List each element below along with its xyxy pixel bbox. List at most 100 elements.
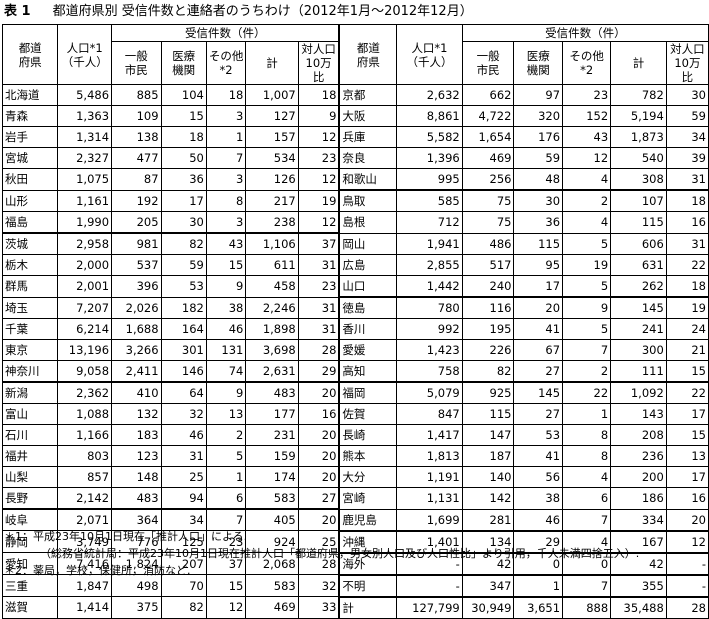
cell-value: 7,416 [57,552,113,575]
cell-value: 43 [205,232,247,255]
cell-value: 15 [205,254,247,276]
table-row: 宮城 2,327 477 50 7 534 23 奈良 1,396 469 59 12 540 39 [1,147,709,169]
cell-value: 104 [160,84,207,106]
cell-value: 5,582 [396,126,463,148]
cell-prefecture: 茨城 [1,232,59,255]
cell-value: 2,026 [111,296,162,319]
cell-value: 115 [461,403,515,425]
cell-value: 9 [205,381,247,404]
footnotes: ＊1：平成23年10月1日現在「推計人口」による. （総務省統計局：平成23年1… [4,528,639,579]
cell-prefecture: 栃木 [1,254,59,276]
cell-value: 200 [610,466,667,488]
cell-value: 41 [513,318,564,340]
header-other: その他 *2 [562,41,612,85]
cell-value: 925 [461,381,515,404]
cell-value: 1,363 [57,105,113,127]
header-pref: 都道 府県 [1,24,59,85]
cell-value: 192 [111,189,162,212]
cell-value: 127 [245,105,299,127]
cell-value: 50 [160,147,207,169]
cell-prefecture: 広島 [338,254,398,276]
cell-prefecture: 石川 [1,424,59,446]
cell-value: 4 [562,466,612,488]
cell-value: 35,488 [610,595,667,619]
cell-value: 187 [461,445,515,467]
cell-value: 15 [160,105,207,127]
cell-value: 240 [461,275,515,298]
cell-value: 2 [562,189,612,212]
table-row: 富山 1,088 132 32 13 177 16 佐賀 847 115 27 1 143 17 [1,403,709,425]
cell-value: 12 [205,596,247,619]
cell-value: 56 [513,466,564,488]
cell-value: 992 [396,318,463,340]
cell-value: 217 [245,189,299,212]
cell-value: 300 [610,339,667,361]
cell-value: 17 [665,466,709,488]
cell-value: 2,246 [245,296,299,319]
cell-value: 48 [513,168,564,191]
cell-value: 147 [461,424,515,446]
cell-value: 111 [610,360,667,383]
cell-value: 7 [562,339,612,361]
cell-value: 19 [562,254,612,276]
cell-value: 41 [513,445,564,467]
cell-value: 145 [513,381,564,404]
table-row: 茨城 2,958 981 82 43 1,106 37 岡山 1,941 486 115 5 606 31 [1,232,709,255]
cell-value: 152 [562,105,612,127]
cell-value: 540 [610,147,667,169]
table-row: 千葉 6,214 1,688 164 46 1,898 31 香川 992 195 41 5 241 24 [1,318,709,340]
cell-value: 1,191 [396,466,463,488]
cell-value: 537 [111,254,162,276]
cell-value: 20 [297,424,340,446]
cell-prefecture: 宮崎 [338,487,398,510]
cell-value: 159 [245,445,299,467]
cell-value: 238 [245,211,299,234]
cell-value: 1,442 [396,275,463,298]
cell-value: 64 [160,381,207,404]
cell-value: 32 [160,403,207,425]
cell-value: 30 [513,189,564,212]
cell-value: 1,088 [57,403,113,425]
cell-value: 164 [160,318,207,340]
cell-prefecture: 島根 [338,211,398,234]
header-pop: 人口*1 （千人） [396,24,463,85]
cell-prefecture: 滋賀 [1,596,59,619]
cell-value: 186 [610,487,667,510]
cell-value: 94 [160,487,207,510]
cell-value: 2,855 [396,254,463,276]
cell-value: 241 [610,318,667,340]
cell-value: 28 [297,339,340,361]
cell-prefecture: 山形 [1,189,59,212]
cell-value: 31 [160,445,207,467]
cell-value: 995 [396,168,463,191]
cell-value: 410 [111,381,162,404]
cell-value: 43 [562,126,612,148]
cell-value: 847 [396,403,463,425]
header-medical: 医療 機関 [160,41,207,85]
cell-value: 7 [205,147,247,169]
cell-value: 36 [513,211,564,234]
header-medical: 医療 機関 [513,41,564,85]
table-row: 埼玉 7,207 2,026 182 38 2,246 31 徳島 780 116 20 9 145 19 [1,296,709,319]
cell-value: 20 [297,466,340,488]
cell-prefecture: 京都 [338,84,398,106]
cell-value: 28 [665,595,709,619]
cell-value: 15 [665,360,709,383]
cell-value: 123 [111,445,162,467]
cell-value: 145 [610,296,667,319]
footnote-1-source: （総務省統計局：平成23年10月1日現在推計人口「都道府県，男女別人口及び人口性… [40,547,640,560]
table-row: 山梨 857 148 25 1 174 20 大分 1,191 140 56 4 200 17 [1,466,709,488]
cell-prefecture: 神奈川 [1,360,59,383]
cell-value: 6,214 [57,318,113,340]
cell-prefecture: 愛媛 [338,339,398,361]
header-total: 計 [610,41,667,85]
table-row: 群馬 2,001 396 53 9 458 23 山口 1,442 240 17 5 262 18 [1,275,709,298]
cell-value: 138 [111,126,162,148]
cell-value: 1,824 [111,552,162,575]
cell-prefecture: 秋田 [1,168,59,191]
cell-value: 17 [513,275,564,298]
cell-value: 13 [205,403,247,425]
cell-value: 74 [205,360,247,383]
cell-value: 5,486 [57,84,113,106]
cell-value: 231 [245,424,299,446]
